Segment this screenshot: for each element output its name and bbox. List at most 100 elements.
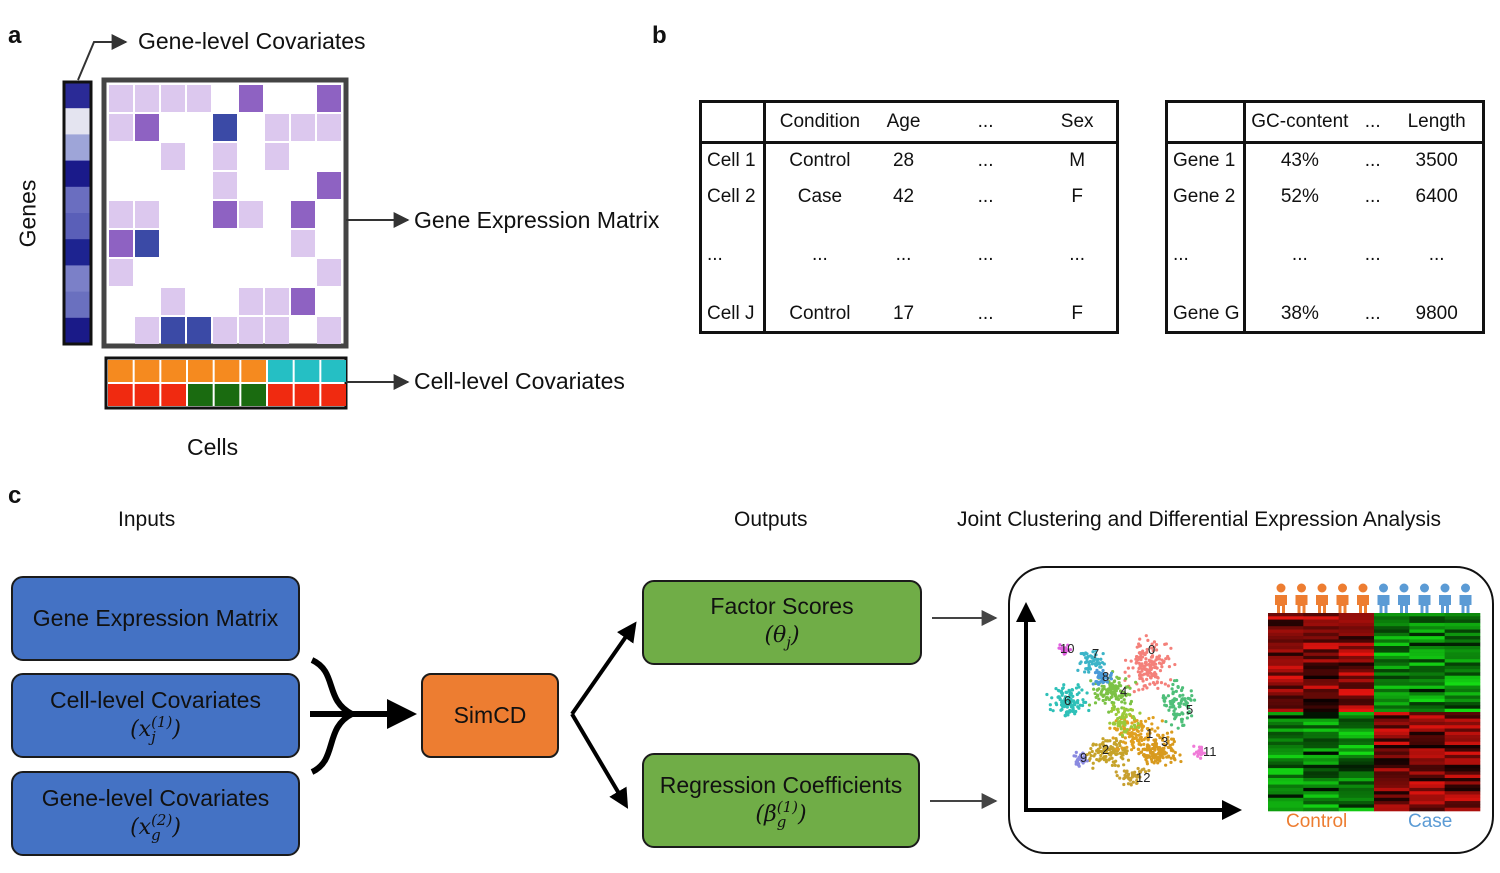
tsne-point: [1102, 679, 1107, 683]
sample-icons: [1275, 583, 1472, 615]
tsne-point: [1081, 651, 1085, 656]
gene-strip-segment: [64, 317, 91, 345]
heatmap-cell: [1268, 738, 1304, 742]
heatmap-cell: [1409, 672, 1445, 676]
tsne-point: [1078, 758, 1083, 762]
tsne-point: [1143, 770, 1148, 774]
tsne-point: [1088, 667, 1093, 671]
panel-label-a: a: [8, 22, 22, 49]
heatmap-cell: [1444, 649, 1481, 653]
tsne-point: [1087, 660, 1091, 664]
table-cell: ...: [1364, 244, 1381, 266]
tsne-point: [1143, 652, 1147, 657]
heatmap-cell: [1338, 774, 1375, 779]
tsne-point: [1114, 687, 1118, 692]
cell-covariate-bottom: [241, 384, 266, 406]
gene-expression-matrix-label: Gene Expression Matrix: [414, 207, 660, 233]
heatmap-cell: [1409, 616, 1445, 620]
tsne-point: [1116, 686, 1120, 690]
heatmap-cell: [1409, 787, 1445, 792]
matrix-cell: [109, 230, 133, 257]
heatmap-cell: [1303, 718, 1339, 723]
tsne-point: [1167, 745, 1171, 749]
tsne-point: [1131, 727, 1136, 732]
tsne-point: [1136, 766, 1140, 771]
cluster-label: 6: [1064, 693, 1071, 708]
heatmap-cell: [1444, 794, 1481, 799]
matrix-cell: [291, 201, 315, 228]
tsne-point: [1087, 751, 1092, 755]
cluster-label: 2: [1102, 742, 1109, 757]
matrix-cell: [239, 317, 263, 344]
heatmap-cell: [1409, 708, 1445, 713]
tsne-point: [1110, 700, 1114, 705]
tsne-point: [1076, 705, 1080, 709]
heatmap-cell: [1374, 688, 1410, 693]
heatmap-cell: [1374, 754, 1410, 759]
tsne-point: [1096, 693, 1100, 697]
heatmap-cell: [1374, 735, 1410, 739]
heatmap-cell: [1338, 748, 1375, 752]
analysis-box: [1008, 566, 1494, 854]
tsne-point: [1062, 683, 1066, 687]
heatmap-cell: [1444, 692, 1481, 696]
heatmap-cell: [1409, 665, 1445, 670]
heatmap-cell: [1338, 636, 1375, 640]
heatmap-cell: [1409, 741, 1445, 746]
heatmap-cell: [1374, 801, 1410, 805]
tsne-point: [1123, 736, 1127, 740]
simcd-model-box: SimCD: [421, 673, 559, 758]
heatmap-cell: [1303, 712, 1339, 716]
heatmap-cell: [1338, 622, 1375, 627]
heatmap-cell: [1374, 741, 1410, 746]
cell-covariate-top: [321, 360, 346, 382]
tsne-point: [1136, 721, 1140, 726]
tsne-point: [1162, 699, 1167, 703]
table-cell: Control: [789, 302, 851, 324]
tsne-point: [1127, 735, 1131, 739]
tsne-point: [1129, 725, 1134, 729]
input-gene-level-covariates: Gene-level Covariates (x (2) g): [11, 771, 300, 856]
matrix-cell: [291, 114, 315, 141]
tsne-point: [1173, 707, 1177, 711]
heatmap-cell: [1303, 754, 1339, 759]
symbol-base: (β: [755, 802, 777, 828]
heatmap-cell: [1338, 797, 1375, 802]
flow-arrows: [310, 610, 998, 809]
table-cell: ...: [811, 244, 828, 266]
heatmap-cell: [1409, 781, 1445, 785]
tsne-point: [1169, 760, 1173, 764]
tsne-point: [1172, 739, 1176, 744]
heatmap-cell: [1268, 797, 1304, 802]
heatmap-cell: [1444, 632, 1481, 637]
heatmap-cell: [1303, 771, 1339, 775]
heatmap-cell: [1303, 797, 1339, 802]
tsne-point: [1114, 770, 1118, 774]
tsne-point: [1108, 721, 1112, 725]
tsne-point: [1137, 725, 1141, 730]
tsne-point: [1122, 698, 1126, 702]
heatmap-cell: [1444, 748, 1481, 752]
heatmap-cell: [1374, 715, 1410, 719]
tsne-point: [1156, 745, 1160, 750]
tsne-point: [1166, 739, 1170, 743]
cell-covariate-table: Condition Age ... Sex Cell 1 Control 28 …: [699, 100, 1119, 334]
tsne-point: [1150, 722, 1154, 726]
to-regression-arrow: [570, 712, 629, 809]
symbol-sup: (2): [151, 811, 173, 830]
matrix-cell: [317, 85, 341, 112]
tsne-point: [1171, 682, 1175, 687]
tsne-point: [1105, 745, 1109, 749]
heatmap-cell: [1303, 725, 1339, 729]
gene-covariates-label: Gene-level Covariates: [138, 28, 366, 54]
matrix-cell: [291, 230, 315, 257]
tsne-point: [1196, 752, 1200, 756]
heatmap-cell: [1444, 804, 1481, 808]
heatmap-cell: [1303, 731, 1339, 736]
tsne-point: [1068, 693, 1073, 697]
tsne-point: [1122, 711, 1126, 715]
panel-label-b: b: [652, 22, 667, 49]
heatmap-cell: [1374, 731, 1410, 736]
tsne-point: [1137, 688, 1141, 692]
heatmap-cell: [1303, 613, 1339, 617]
